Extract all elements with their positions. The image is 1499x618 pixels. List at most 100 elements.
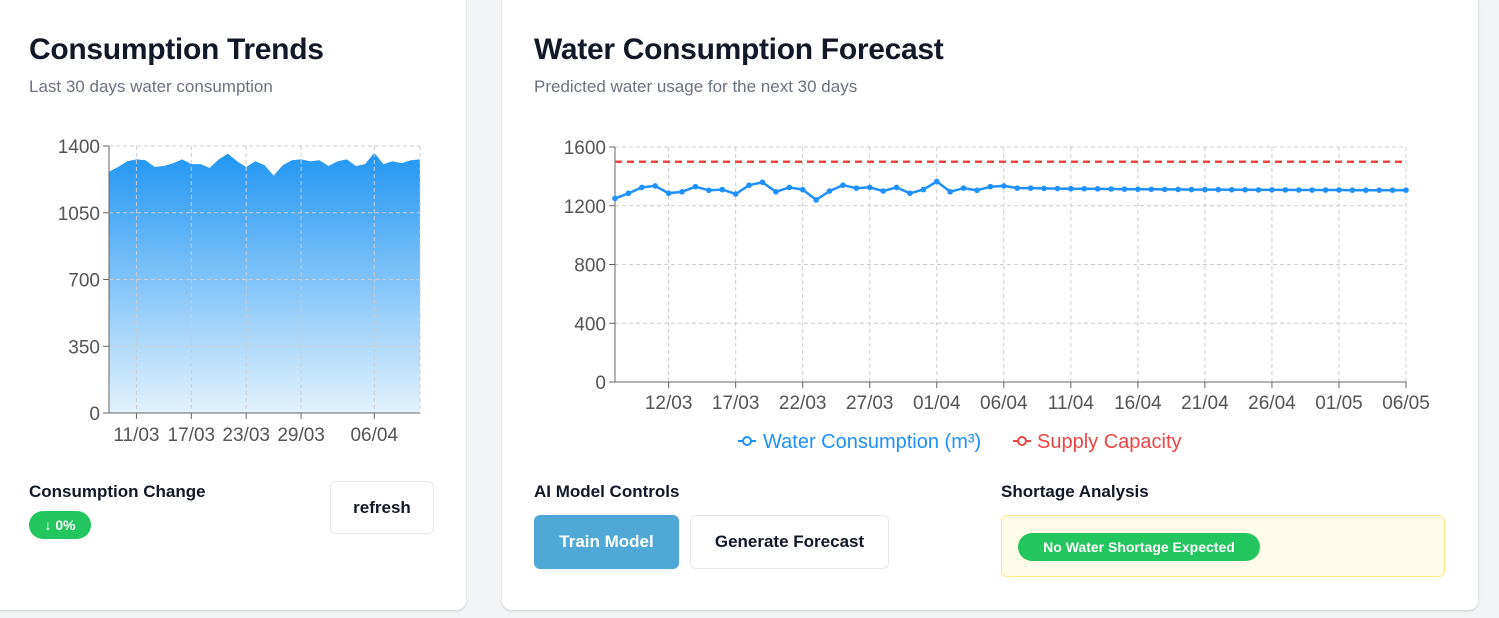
consumption-point — [853, 185, 860, 191]
ai-model-controls-label: AI Model Controls — [534, 482, 680, 501]
consumption-change-label: Consumption Change — [29, 482, 206, 501]
y-tick-label: 1050 — [58, 204, 100, 225]
x-tick-label: 12/03 — [645, 393, 693, 414]
y-tick-label: 400 — [574, 314, 606, 335]
consumption-point — [759, 179, 766, 186]
shortage-analysis-label: Shortage Analysis — [1001, 482, 1149, 501]
consumption-point — [639, 184, 645, 191]
legend-consumption-label: Water Consumption (m³) — [763, 431, 981, 453]
forecast-subtitle: Predicted water usage for the next 30 da… — [534, 77, 858, 96]
consumption-point — [1362, 187, 1369, 193]
x-tick-label: 16/04 — [1114, 393, 1162, 414]
consumption-point — [974, 187, 980, 194]
consumption-point — [933, 178, 940, 185]
consumption-point — [1336, 187, 1342, 193]
consumption-point — [1389, 187, 1396, 193]
consumption-point — [907, 190, 913, 197]
x-tick-label: 01/04 — [913, 393, 961, 414]
consumption-point — [1135, 186, 1141, 192]
consumption-point — [1054, 185, 1061, 192]
trends-subtitle: Last 30 days water consumption — [29, 77, 273, 96]
x-tick-label: 17/03 — [712, 393, 760, 414]
legend-consumption-swatch-marker — [742, 436, 752, 446]
consumption-point — [799, 186, 806, 193]
consumption-point — [1014, 185, 1021, 191]
consumption-point — [612, 195, 618, 202]
x-tick-label: 06/04 — [980, 393, 1028, 414]
consumption-area — [109, 152, 420, 413]
consumption-point — [866, 184, 873, 191]
consumption-point — [1376, 187, 1382, 193]
x-tick-label: 17/03 — [168, 425, 216, 446]
trends-area-chart: 0 350 700 1050 1400 11/03 17/03 23/03 29/03 06/04 — [58, 137, 421, 446]
consumption-point — [1295, 187, 1302, 193]
x-tick-label: 01/05 — [1315, 393, 1363, 414]
y-tick-label: 1600 — [564, 138, 606, 159]
trends-title: Consumption Trends — [29, 33, 324, 66]
consumption-point — [746, 182, 752, 188]
generate-forecast-button[interactable]: Generate Forecast — [690, 515, 889, 569]
consumption-point — [1161, 186, 1168, 193]
consumption-point — [1148, 186, 1155, 193]
consumption-point — [1255, 187, 1262, 193]
x-tick-label: 27/03 — [846, 393, 894, 414]
consumption-point — [826, 188, 833, 194]
x-tick-label: 21/04 — [1181, 393, 1229, 414]
consumption-point — [1081, 185, 1088, 192]
y-tick-label: 0 — [89, 404, 100, 425]
refresh-button[interactable]: refresh — [330, 481, 434, 534]
consumption-point — [880, 188, 886, 194]
consumption-point — [840, 182, 846, 188]
consumption-point — [1121, 186, 1128, 192]
consumption-point — [813, 197, 819, 203]
consumption-point — [732, 191, 739, 197]
legend-supply-swatch-marker — [1017, 436, 1027, 446]
consumption-point — [786, 184, 793, 191]
x-tick-label: 06/05 — [1382, 393, 1430, 414]
consumption-point — [1215, 186, 1222, 193]
consumption-point — [1269, 187, 1275, 193]
consumption-point — [1188, 186, 1195, 193]
consumption-point — [719, 186, 726, 193]
consumption-change-badge: ↓ 0% — [29, 511, 91, 539]
consumption-point — [1068, 185, 1074, 192]
x-tick-label: 11/03 — [113, 425, 159, 446]
consumption-point — [625, 190, 632, 197]
consumption-point — [1175, 186, 1181, 193]
forecast-card — [502, 0, 1478, 610]
legend-supply-label: Supply Capacity — [1037, 431, 1182, 453]
consumption-point — [960, 185, 967, 191]
x-tick-label: 26/04 — [1248, 393, 1296, 414]
shortage-status-badge: No Water Shortage Expected — [1018, 533, 1260, 561]
y-tick-label: 0 — [595, 373, 606, 394]
forecast-title: Water Consumption Forecast — [534, 33, 944, 66]
consumption-point — [1282, 187, 1289, 193]
consumption-point — [1349, 187, 1356, 193]
consumption-point — [1202, 186, 1208, 193]
consumption-point — [1000, 183, 1007, 189]
x-tick-label: 23/03 — [222, 425, 270, 446]
consumption-point — [692, 183, 699, 190]
forecast-line-chart: 0 400 800 1200 1600 12/03 17/03 22/03 27/03 01/04… — [564, 138, 1430, 453]
consumption-point — [1041, 185, 1047, 192]
consumption-point — [706, 187, 712, 194]
y-tick-label: 1400 — [58, 137, 100, 158]
consumption-point — [1309, 187, 1315, 193]
consumption-point — [1094, 186, 1101, 192]
y-tick-label: 1200 — [564, 197, 606, 218]
consumption-point — [1242, 186, 1248, 193]
x-tick-label: 29/03 — [277, 425, 325, 446]
y-tick-label: 350 — [68, 337, 100, 358]
consumption-point — [920, 186, 927, 193]
consumption-point — [987, 183, 994, 190]
x-tick-label: 22/03 — [779, 393, 827, 414]
consumption-point — [652, 183, 659, 189]
consumption-point — [947, 188, 953, 195]
consumption-point — [679, 188, 685, 195]
x-tick-label: 11/04 — [1048, 393, 1095, 414]
y-tick-label: 800 — [574, 256, 606, 277]
consumption-point — [773, 188, 779, 195]
train-model-button[interactable]: Train Model — [534, 515, 679, 569]
consumption-point — [1322, 187, 1329, 193]
consumption-point — [1027, 185, 1034, 191]
